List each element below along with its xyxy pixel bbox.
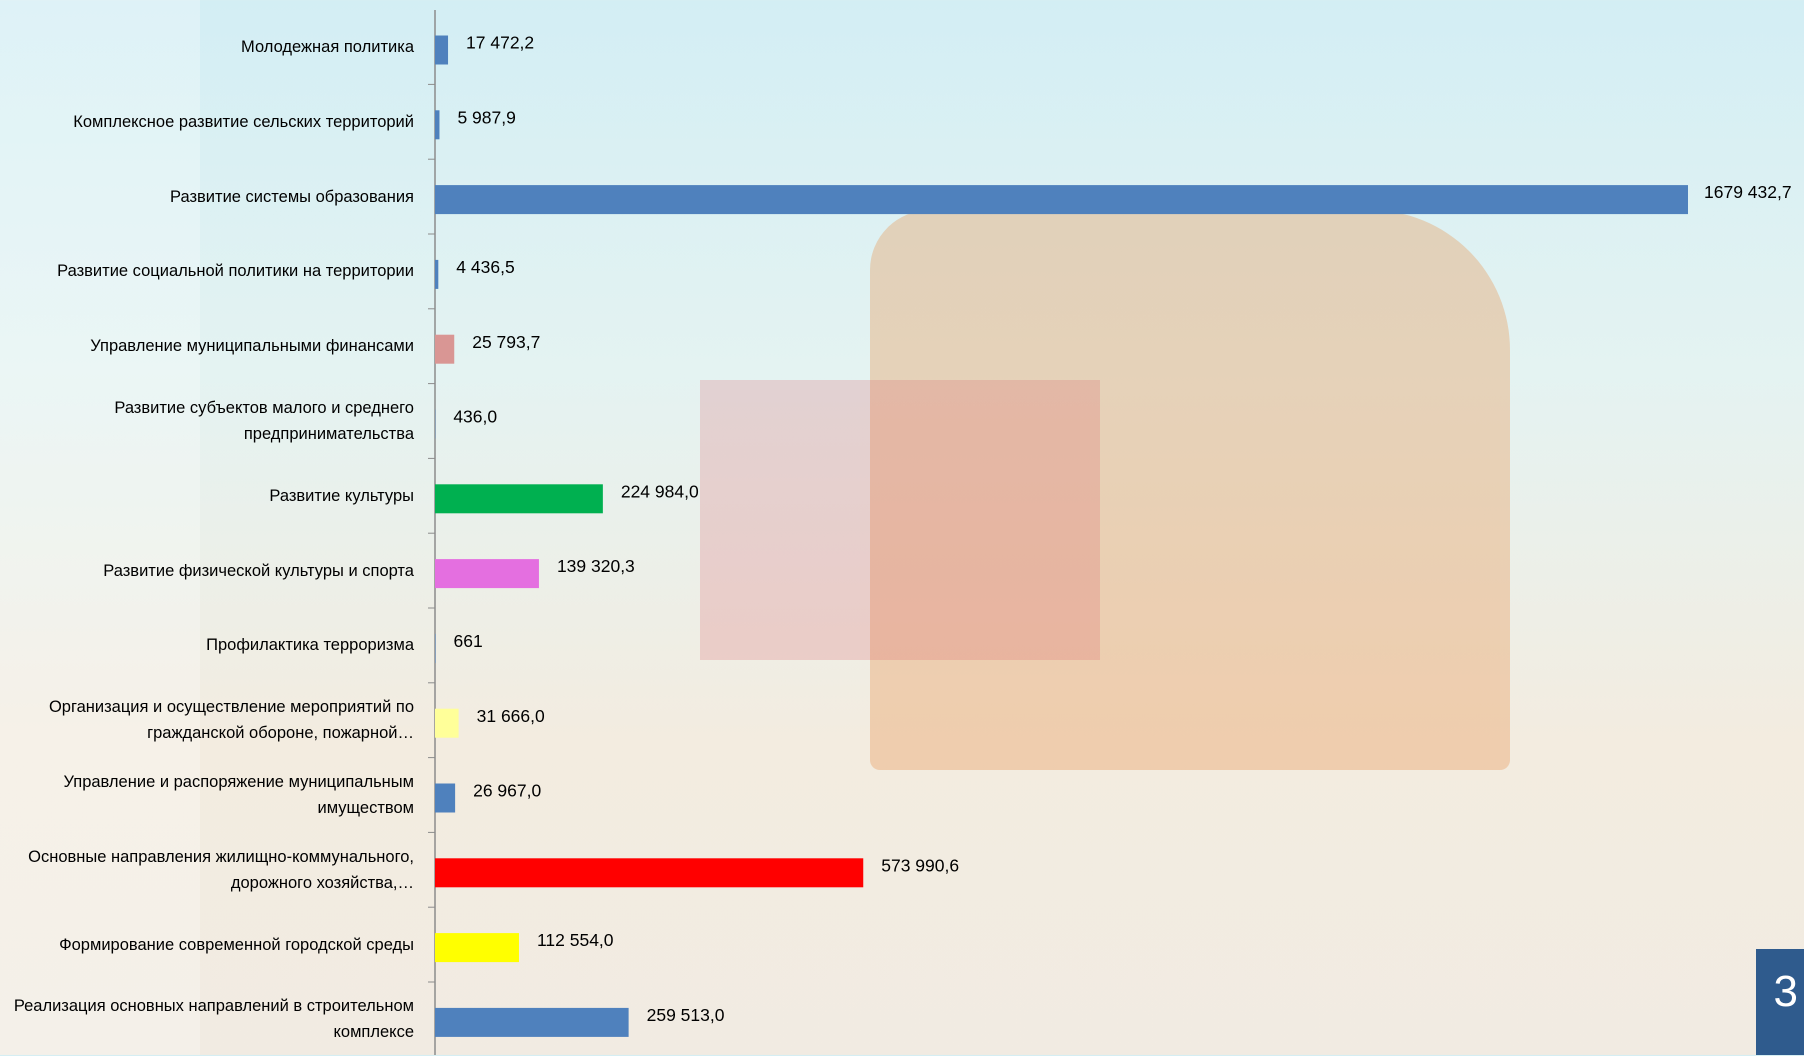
page-number: 3 [1774, 967, 1798, 1017]
bar [435, 933, 519, 962]
slide: Молодежная политикаКомплексное развитие … [0, 0, 1804, 1055]
value-label: 224 984,0 [621, 481, 699, 501]
page-number-badge: 3 [1756, 949, 1804, 1055]
value-label: 112 554,0 [537, 930, 614, 950]
chart: 17 472,2 5 987,9 1679 432,7 4 436,5 25 793,7… [0, 0, 1804, 1055]
bar [435, 1008, 629, 1037]
bar [435, 36, 448, 65]
bar [435, 110, 439, 139]
value-label: 661 [453, 631, 482, 651]
bar [435, 709, 459, 738]
value-label: 5 987,9 [457, 107, 515, 127]
bar [435, 260, 438, 289]
value-label: 1679 432,7 [1704, 182, 1792, 202]
value-label: 25 793,7 [472, 332, 540, 352]
value-label: 4 436,5 [456, 257, 514, 277]
bar [435, 784, 455, 813]
bar [435, 484, 603, 513]
bar [435, 559, 539, 588]
value-label: 31 666,0 [477, 706, 545, 726]
value-label: 436,0 [453, 407, 497, 427]
value-label: 573 990,6 [881, 855, 959, 875]
value-label: 139 320,3 [557, 556, 635, 576]
bar [435, 858, 863, 887]
value-label: 259 513,0 [647, 1005, 725, 1025]
bar [435, 185, 1688, 214]
value-label: 17 472,2 [466, 33, 534, 53]
bar [435, 335, 454, 364]
value-label: 26 967,0 [473, 781, 541, 801]
